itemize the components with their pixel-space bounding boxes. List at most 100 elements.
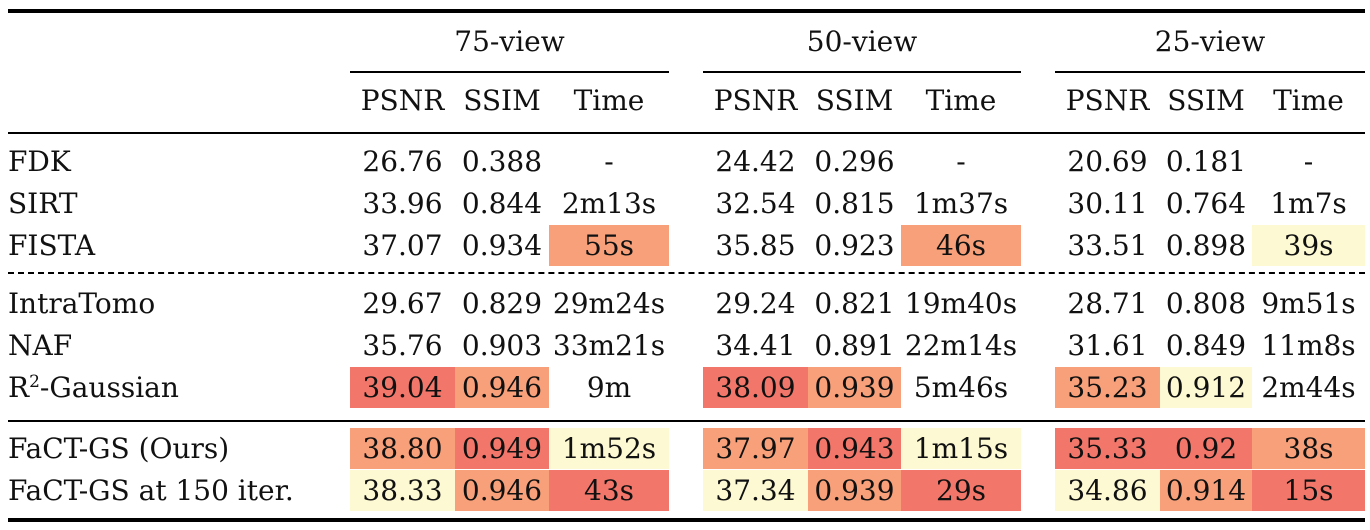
cell-ssim-25-view: 0.898 <box>1165 229 1247 262</box>
cell-ssim-75-view: 0.949 <box>455 428 549 469</box>
cell-time-25-view: 15s <box>1252 470 1365 511</box>
cell-time-75-view: 43s <box>549 470 669 511</box>
top-rule <box>8 9 1365 13</box>
cell-time-25-view: 2m44s <box>1261 371 1356 404</box>
row-label: FaCT-GS (Ours) <box>8 432 230 465</box>
cell-psnr-25-view: 34.86 <box>1055 470 1160 511</box>
cell-time-50-view: 1m37s <box>913 187 1009 220</box>
group-underline-25-view <box>1055 71 1365 73</box>
cell-ssim-50-view: 0.821 <box>814 287 895 320</box>
cell-ssim-50-view: 0.939 <box>808 470 901 511</box>
cell-psnr-50-view: 24.42 <box>715 145 796 178</box>
cell-time-75-view: 33m21s <box>552 329 666 362</box>
cell-time-50-view: 46s <box>901 225 1021 266</box>
metric-header-psnr-75-view: PSNR <box>360 84 445 117</box>
cell-time-50-view: - <box>956 145 966 178</box>
cell-time-75-view: - <box>604 145 614 178</box>
cell-psnr-25-view: 30.11 <box>1067 187 1148 220</box>
cell-ssim-25-view: 0.912 <box>1160 367 1252 408</box>
cell-psnr-75-view: 29.67 <box>362 287 443 320</box>
row-label-text: R <box>8 371 30 404</box>
cell-ssim-25-view: 0.181 <box>1165 145 1247 178</box>
cell-ssim-50-view: 0.939 <box>808 367 901 408</box>
cell-psnr-50-view: 29.24 <box>715 287 796 320</box>
cell-ssim-50-view: 0.891 <box>814 329 895 362</box>
section-dashed-divider <box>8 272 1365 274</box>
row-label: FDK <box>8 145 71 178</box>
row-label: FaCT-GS at 150 iter. <box>8 474 294 507</box>
cell-time-50-view: 19m40s <box>904 287 1018 320</box>
group-header-75-view: 75-view <box>454 25 565 58</box>
cell-ssim-75-view: 0.844 <box>461 187 543 220</box>
cell-time-25-view: 1m7s <box>1270 187 1347 220</box>
cell-ssim-75-view: 0.829 <box>461 287 543 320</box>
cell-time-25-view: 38s <box>1252 428 1365 469</box>
cell-ssim-75-view: 0.388 <box>461 145 543 178</box>
row-label: NAF <box>8 329 73 362</box>
cell-time-75-view: 9m <box>586 371 632 404</box>
cell-ssim-50-view: 0.943 <box>808 428 901 469</box>
cell-ssim-75-view: 0.934 <box>461 229 543 262</box>
cell-time-25-view: 9m51s <box>1261 287 1356 320</box>
metric-header-ssim-50-view: SSIM <box>815 84 894 117</box>
cell-time-50-view: 1m15s <box>901 428 1021 469</box>
header-rule <box>8 132 1365 134</box>
cell-psnr-25-view: 31.61 <box>1067 329 1148 362</box>
cell-psnr-50-view: 38.09 <box>703 367 808 408</box>
cell-ssim-75-view: 0.946 <box>455 470 549 511</box>
cell-ssim-25-view: 0.92 <box>1160 428 1252 469</box>
cell-ssim-50-view: 0.923 <box>814 229 895 262</box>
group-underline-50-view <box>703 71 1021 73</box>
cell-ssim-25-view: 0.808 <box>1165 287 1247 320</box>
cell-ssim-75-view: 0.946 <box>455 367 549 408</box>
cell-psnr-25-view: 20.69 <box>1067 145 1148 178</box>
cell-time-25-view: - <box>1303 145 1314 178</box>
cell-psnr-50-view: 32.54 <box>715 187 796 220</box>
cell-psnr-75-view: 26.76 <box>362 145 443 178</box>
cell-ssim-25-view: 0.764 <box>1165 187 1247 220</box>
cell-psnr-75-view: 38.80 <box>350 428 455 469</box>
cell-time-25-view: 39s <box>1252 225 1365 266</box>
cell-psnr-75-view: 37.07 <box>362 229 443 262</box>
cell-psnr-25-view: 28.71 <box>1067 287 1148 320</box>
metric-header-time-50-view: Time <box>925 84 997 117</box>
cell-time-50-view: 22m14s <box>904 329 1018 362</box>
cell-ssim-50-view: 0.815 <box>814 187 895 220</box>
bottom-rule <box>8 518 1365 522</box>
group-header-50-view: 50-view <box>806 25 918 58</box>
cell-psnr-50-view: 37.97 <box>703 428 808 469</box>
cell-ssim-50-view: 0.296 <box>814 145 895 178</box>
cell-psnr-25-view: 35.33 <box>1055 428 1160 469</box>
row-label: SIRT <box>8 187 78 220</box>
cell-time-50-view: 29s <box>901 470 1021 511</box>
cell-time-75-view: 2m13s <box>561 187 657 220</box>
row-label: FISTA <box>8 229 96 262</box>
metric-header-psnr-25-view: PSNR <box>1065 84 1150 117</box>
cell-psnr-50-view: 37.34 <box>703 470 808 511</box>
cell-psnr-50-view: 34.41 <box>715 329 796 362</box>
metric-header-ssim-75-view: SSIM <box>463 84 541 117</box>
section-divider <box>8 420 1365 422</box>
row-label-superscript: 2 <box>29 372 40 392</box>
cell-time-25-view: 11m8s <box>1261 329 1356 362</box>
cell-psnr-75-view: 38.33 <box>350 470 455 511</box>
cell-ssim-25-view: 0.914 <box>1160 470 1252 511</box>
cell-psnr-50-view: 35.85 <box>715 229 796 262</box>
row-label: IntraTomo <box>8 287 156 320</box>
metric-header-psnr-50-view: PSNR <box>713 84 798 117</box>
cell-time-50-view: 5m46s <box>913 371 1009 404</box>
group-underline-75-view <box>350 71 669 73</box>
row-label-suffix: -Gaussian <box>39 371 179 404</box>
cell-time-75-view: 29m24s <box>552 287 666 320</box>
cell-psnr-25-view: 35.23 <box>1055 367 1160 408</box>
cell-psnr-75-view: 39.04 <box>350 367 455 408</box>
metric-header-time-25-view: Time <box>1273 84 1344 117</box>
metric-header-time-75-view: Time <box>573 84 645 117</box>
cell-time-75-view: 1m52s <box>549 428 669 469</box>
cell-psnr-75-view: 33.96 <box>362 187 443 220</box>
cell-psnr-75-view: 35.76 <box>362 329 443 362</box>
group-header-25-view: 25-view <box>1154 25 1266 58</box>
cell-ssim-25-view: 0.849 <box>1165 329 1247 362</box>
cell-ssim-75-view: 0.903 <box>461 329 543 362</box>
cell-psnr-25-view: 33.51 <box>1067 229 1148 262</box>
